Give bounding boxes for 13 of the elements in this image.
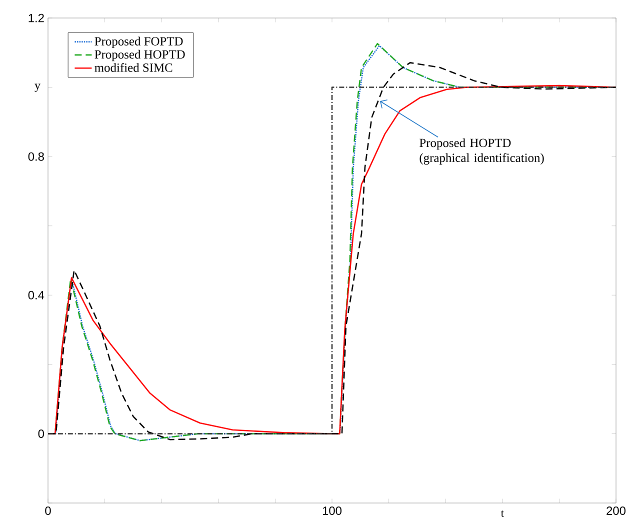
legend-label: modified SIMC (94, 62, 172, 72)
x-tick-label: 100 (322, 506, 342, 515)
y-axis-title: y (34, 84, 40, 92)
x-axis-title: t (500, 510, 504, 517)
y-tick-label: 0.8 (28, 152, 44, 161)
legend-label: Proposed FOPTD (94, 36, 183, 48)
annotation: Proposed HOPTD (graphical identification) (420, 138, 544, 165)
y-tick-label: 1.2 (28, 14, 44, 22)
y-tick-label: 0.4 (28, 290, 44, 300)
y-tick-label: 0 (38, 429, 44, 438)
x-tick-label: 0 (45, 506, 51, 515)
legend-label: Proposed HOPTD (94, 50, 185, 62)
x-tick-label: 200 (606, 506, 626, 515)
